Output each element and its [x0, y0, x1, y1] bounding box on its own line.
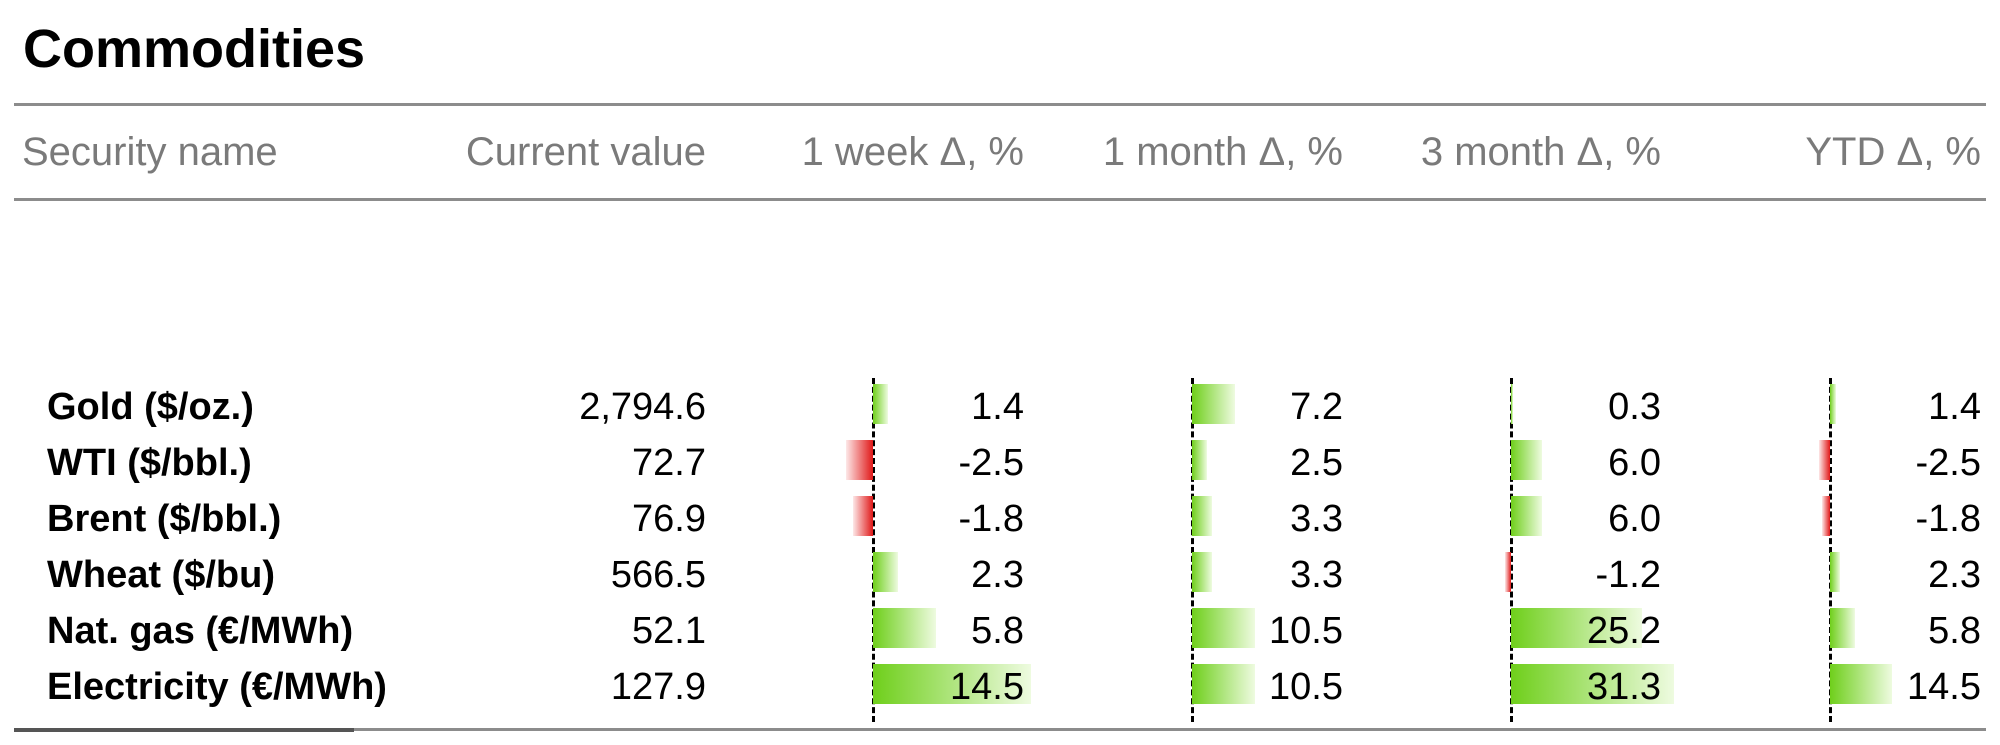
column-header-0: Security name	[22, 130, 278, 174]
zero-line-month	[1191, 378, 1194, 722]
row-name: WTI ($/bbl.)	[47, 442, 252, 484]
bar-three_month	[1511, 496, 1543, 536]
bar-ytd	[1830, 608, 1855, 648]
page-title: Commodities	[23, 19, 366, 79]
bar-week	[845, 440, 873, 480]
value-month: 10.5	[1269, 610, 1343, 652]
current-value: 127.9	[610, 666, 706, 708]
value-ytd: -1.8	[1915, 498, 1981, 540]
current-value: 76.9	[632, 498, 706, 540]
current-value: 2,794.6	[579, 386, 706, 428]
bar-three_month	[1511, 440, 1543, 480]
bar-month	[1192, 664, 1255, 704]
zero-line-week	[872, 378, 875, 722]
value-week: -2.5	[958, 442, 1024, 484]
bar-ytd	[1830, 384, 1837, 424]
row-name: Nat. gas (€/MWh)	[47, 610, 354, 652]
bar-month	[1192, 552, 1212, 592]
value-ytd: 1.4	[1928, 386, 1981, 428]
row-name: Wheat ($/bu)	[47, 554, 275, 596]
value-ytd: 14.5	[1907, 666, 1981, 708]
value-three_month: 6.0	[1608, 442, 1661, 484]
header-top-rule	[14, 103, 1986, 106]
zero-line-three_month	[1510, 378, 1513, 722]
value-month: 7.2	[1290, 386, 1343, 428]
bar-ytd	[1822, 496, 1830, 536]
header-bottom-rule	[14, 198, 1986, 201]
current-value: 72.7	[632, 442, 706, 484]
column-header-2: 1 week Δ, %	[801, 130, 1024, 174]
table-bottom-rule	[14, 728, 1986, 731]
table-bottom-accent	[14, 728, 354, 732]
value-week: 5.8	[971, 610, 1024, 652]
column-header-4: 3 month Δ, %	[1420, 130, 1661, 174]
value-week: 1.4	[971, 386, 1024, 428]
column-header-5: YTD Δ, %	[1805, 130, 1981, 174]
value-week: 14.5	[950, 666, 1024, 708]
row-name: Electricity (€/MWh)	[47, 666, 387, 708]
bar-month	[1192, 440, 1207, 480]
bar-month	[1192, 384, 1236, 424]
bar-ytd	[1830, 664, 1893, 704]
bar-ytd	[1819, 440, 1830, 480]
value-month: 3.3	[1290, 498, 1343, 540]
bar-month	[1192, 608, 1255, 648]
bar-ytd	[1830, 552, 1840, 592]
bar-month	[1192, 496, 1212, 536]
value-month: 3.3	[1290, 554, 1343, 596]
value-three_month: -1.2	[1595, 554, 1661, 596]
value-ytd: -2.5	[1915, 442, 1981, 484]
value-three_month: 0.3	[1608, 386, 1661, 428]
bar-three_month	[1511, 664, 1674, 704]
value-three_month: 6.0	[1608, 498, 1661, 540]
bar-three_month	[1511, 608, 1643, 648]
zero-line-ytd	[1829, 378, 1832, 722]
column-header-3: 1 month Δ, %	[1102, 130, 1343, 174]
value-ytd: 2.3	[1928, 554, 1981, 596]
bar-week	[873, 384, 889, 424]
bar-week	[873, 552, 899, 592]
bar-three_month	[1511, 384, 1513, 424]
row-name: Brent ($/bbl.)	[47, 498, 282, 540]
bar-week	[873, 664, 1032, 704]
bar-week	[853, 496, 873, 536]
current-value: 566.5	[610, 554, 706, 596]
value-week: 2.3	[971, 554, 1024, 596]
value-week: -1.8	[958, 498, 1024, 540]
value-month: 10.5	[1269, 666, 1343, 708]
column-header-1: Current value	[465, 130, 706, 174]
row-name: Gold ($/oz.)	[47, 386, 254, 428]
value-ytd: 5.8	[1928, 610, 1981, 652]
current-value: 52.1	[632, 610, 706, 652]
bar-week	[873, 608, 937, 648]
value-three_month: 31.3	[1587, 666, 1661, 708]
bar-three_month	[1504, 552, 1511, 592]
value-month: 2.5	[1290, 442, 1343, 484]
value-three_month: 25.2	[1587, 610, 1661, 652]
